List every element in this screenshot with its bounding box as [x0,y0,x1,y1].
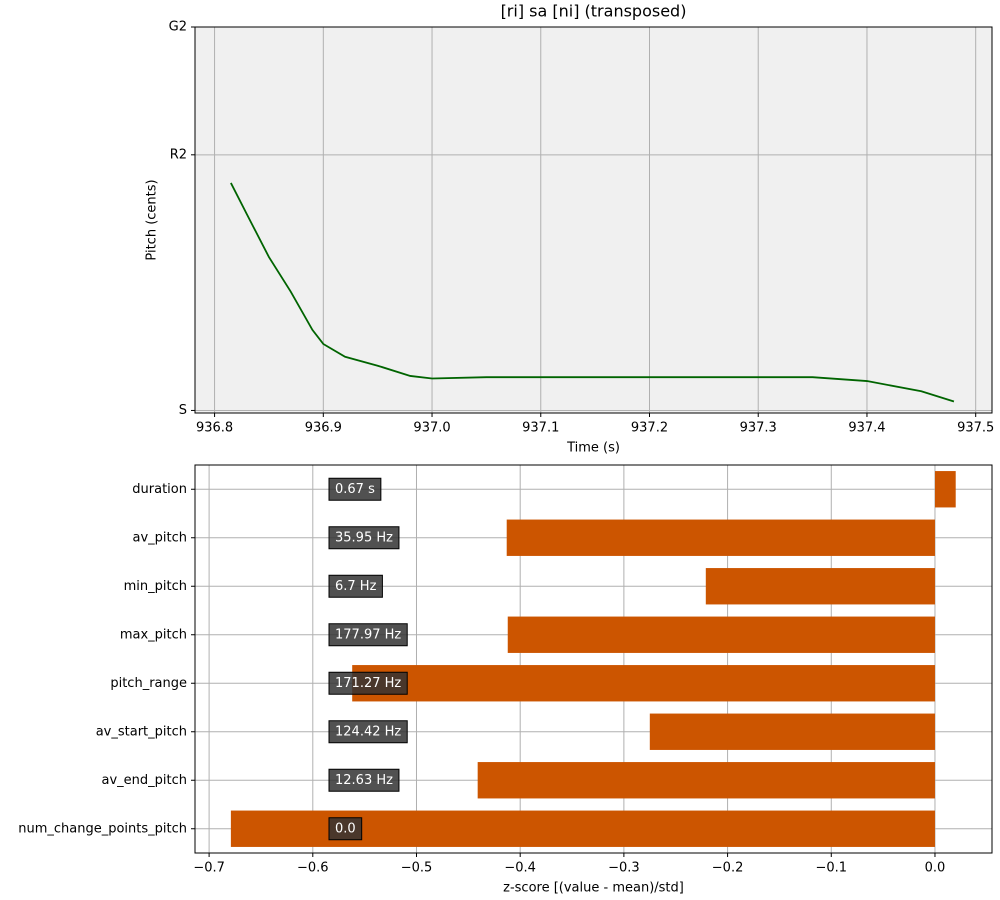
y-tick-label: pitch_range [110,676,187,691]
x-tick-label: 937.0 [413,421,450,436]
annotation: 171.27 Hz [328,671,408,695]
annotation-text: 124.42 Hz [335,724,401,739]
annotation-text: 177.97 Hz [335,627,401,642]
x-tick-label: 937.5 [957,421,994,436]
x-tick-label: −0.2 [712,861,744,876]
annotation-box [328,671,408,695]
annotation: 0.67 s [328,477,382,501]
y-tick-label: av_pitch [132,530,187,545]
annotation-text: 6.7 Hz [335,579,377,594]
annotation-text: 35.95 Hz [335,530,393,545]
bar [477,762,935,799]
plot-border [194,464,993,854]
annotation-box [328,768,400,792]
y-tick-label: G2 [169,20,187,35]
bar [705,568,935,605]
y-tick-label: R2 [170,147,187,162]
bar [352,665,935,702]
y-tick-label: max_pitch [120,627,187,642]
annotation-box [328,720,408,744]
x-tick-label: 937.3 [740,421,777,436]
annotation: 177.97 Hz [328,623,408,647]
x-tick-label: −0.3 [608,861,640,876]
x-tick-label: 0.0 [925,861,946,876]
bar [507,616,935,653]
annotation-box [328,574,383,598]
annotation: 6.7 Hz [328,574,383,598]
annotation-box [328,477,382,501]
bar [506,519,935,556]
x-axis-label: z-score [(value - mean)/std] [503,881,684,896]
chart-title: [ri] sa [ni] (transposed) [501,2,687,21]
annotation-box [328,817,363,841]
annotation: 124.42 Hz [328,720,408,744]
bar [934,471,956,508]
x-tick-label: −0.4 [504,861,536,876]
x-tick-label: 937.4 [848,421,885,436]
annotation-box [328,623,408,647]
y-tick-label: av_end_pitch [102,773,188,788]
x-tick-label: −0.6 [297,861,329,876]
y-tick-label: min_pitch [124,579,187,594]
plot-area [195,27,992,413]
bar [649,713,935,750]
annotation: 35.95 Hz [328,526,400,550]
annotation-text: 0.0 [335,821,356,836]
y-tick-label: duration [132,482,187,497]
x-tick-label: 936.9 [305,421,342,436]
x-tick-label: 937.1 [522,421,559,436]
x-tick-label: −0.5 [401,861,433,876]
x-tick-label: −0.1 [815,861,847,876]
y-tick-label: num_change_points_pitch [18,821,187,836]
annotation: 12.63 Hz [328,768,400,792]
annotation: 0.0 [328,817,363,841]
annotation-text: 12.63 Hz [335,773,393,788]
x-tick-label: 937.2 [631,421,668,436]
pitch-line [230,182,955,403]
annotation-text: 171.27 Hz [335,676,401,691]
x-axis-label: Time (s) [566,441,620,456]
y-axis-label: Pitch (cents) [145,179,160,260]
y-tick-label: av_start_pitch [96,724,187,739]
x-tick-label: 936.8 [196,421,233,436]
annotation-text: 0.67 s [335,482,375,497]
annotation-box [328,526,400,550]
x-tick-label: −0.7 [193,861,225,876]
y-tick-label: S [179,403,187,418]
plot-border [194,26,993,414]
